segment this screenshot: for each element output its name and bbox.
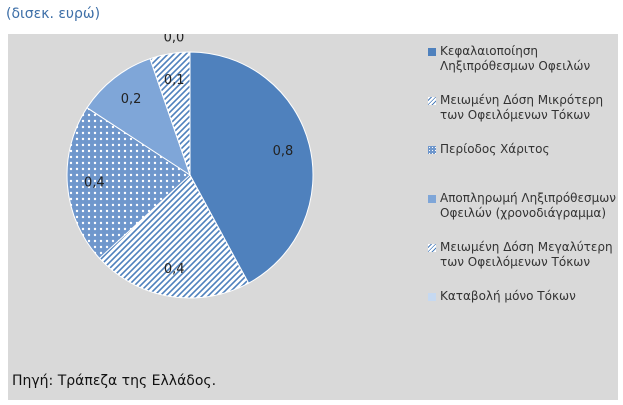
legend-swatch [428, 146, 436, 154]
legend-swatch [428, 97, 436, 105]
legend-label: Κεφαλαιοποίηση Ληξιπρόθεσμων Οφειλών [440, 44, 591, 73]
pie-slice [86, 58, 191, 177]
pie-slice [98, 174, 250, 299]
legend-label: Περίοδος Χάριτος [440, 142, 550, 156]
data-label: 0,0 [164, 34, 185, 45]
pie-chart: 0,8 0,4 0,4 0,2 0,1 0,0 [66, 34, 314, 299]
legend-swatch [428, 48, 436, 56]
data-label: 0,4 [84, 175, 105, 190]
pie-slice [66, 107, 191, 260]
chart-area: 0,8 0,4 0,4 0,2 0,1 0,0 Κεφαλαιοποίηση Ληξιπρ… [8, 34, 618, 400]
legend-swatch [428, 195, 436, 203]
pie-slice [189, 51, 314, 284]
source-note: Πηγή: Τράπεζα της Ελλάδος. [12, 373, 217, 389]
legend-label: Καταβολή μόνο Τόκων [440, 289, 576, 303]
chart-subtitle: (δισεκ. ευρώ) [6, 6, 101, 22]
legend-label: Μειωμένη Δόση Μεγαλύτερη των Οφειλόμενων… [440, 240, 613, 269]
data-label: 0,4 [164, 262, 185, 277]
legend-label: Μειωμένη Δόση Μικρότερη των Οφειλόμενων … [440, 93, 604, 122]
data-label: 0,2 [121, 92, 142, 107]
legend-swatch [428, 293, 436, 301]
data-label: 0,1 [164, 73, 185, 88]
legend-swatch [428, 244, 436, 252]
data-label: 0,8 [273, 144, 294, 159]
legend-label: Αποπληρωμή Ληξιπρόθεσμων Οφειλών (χρονοδ… [440, 191, 616, 220]
